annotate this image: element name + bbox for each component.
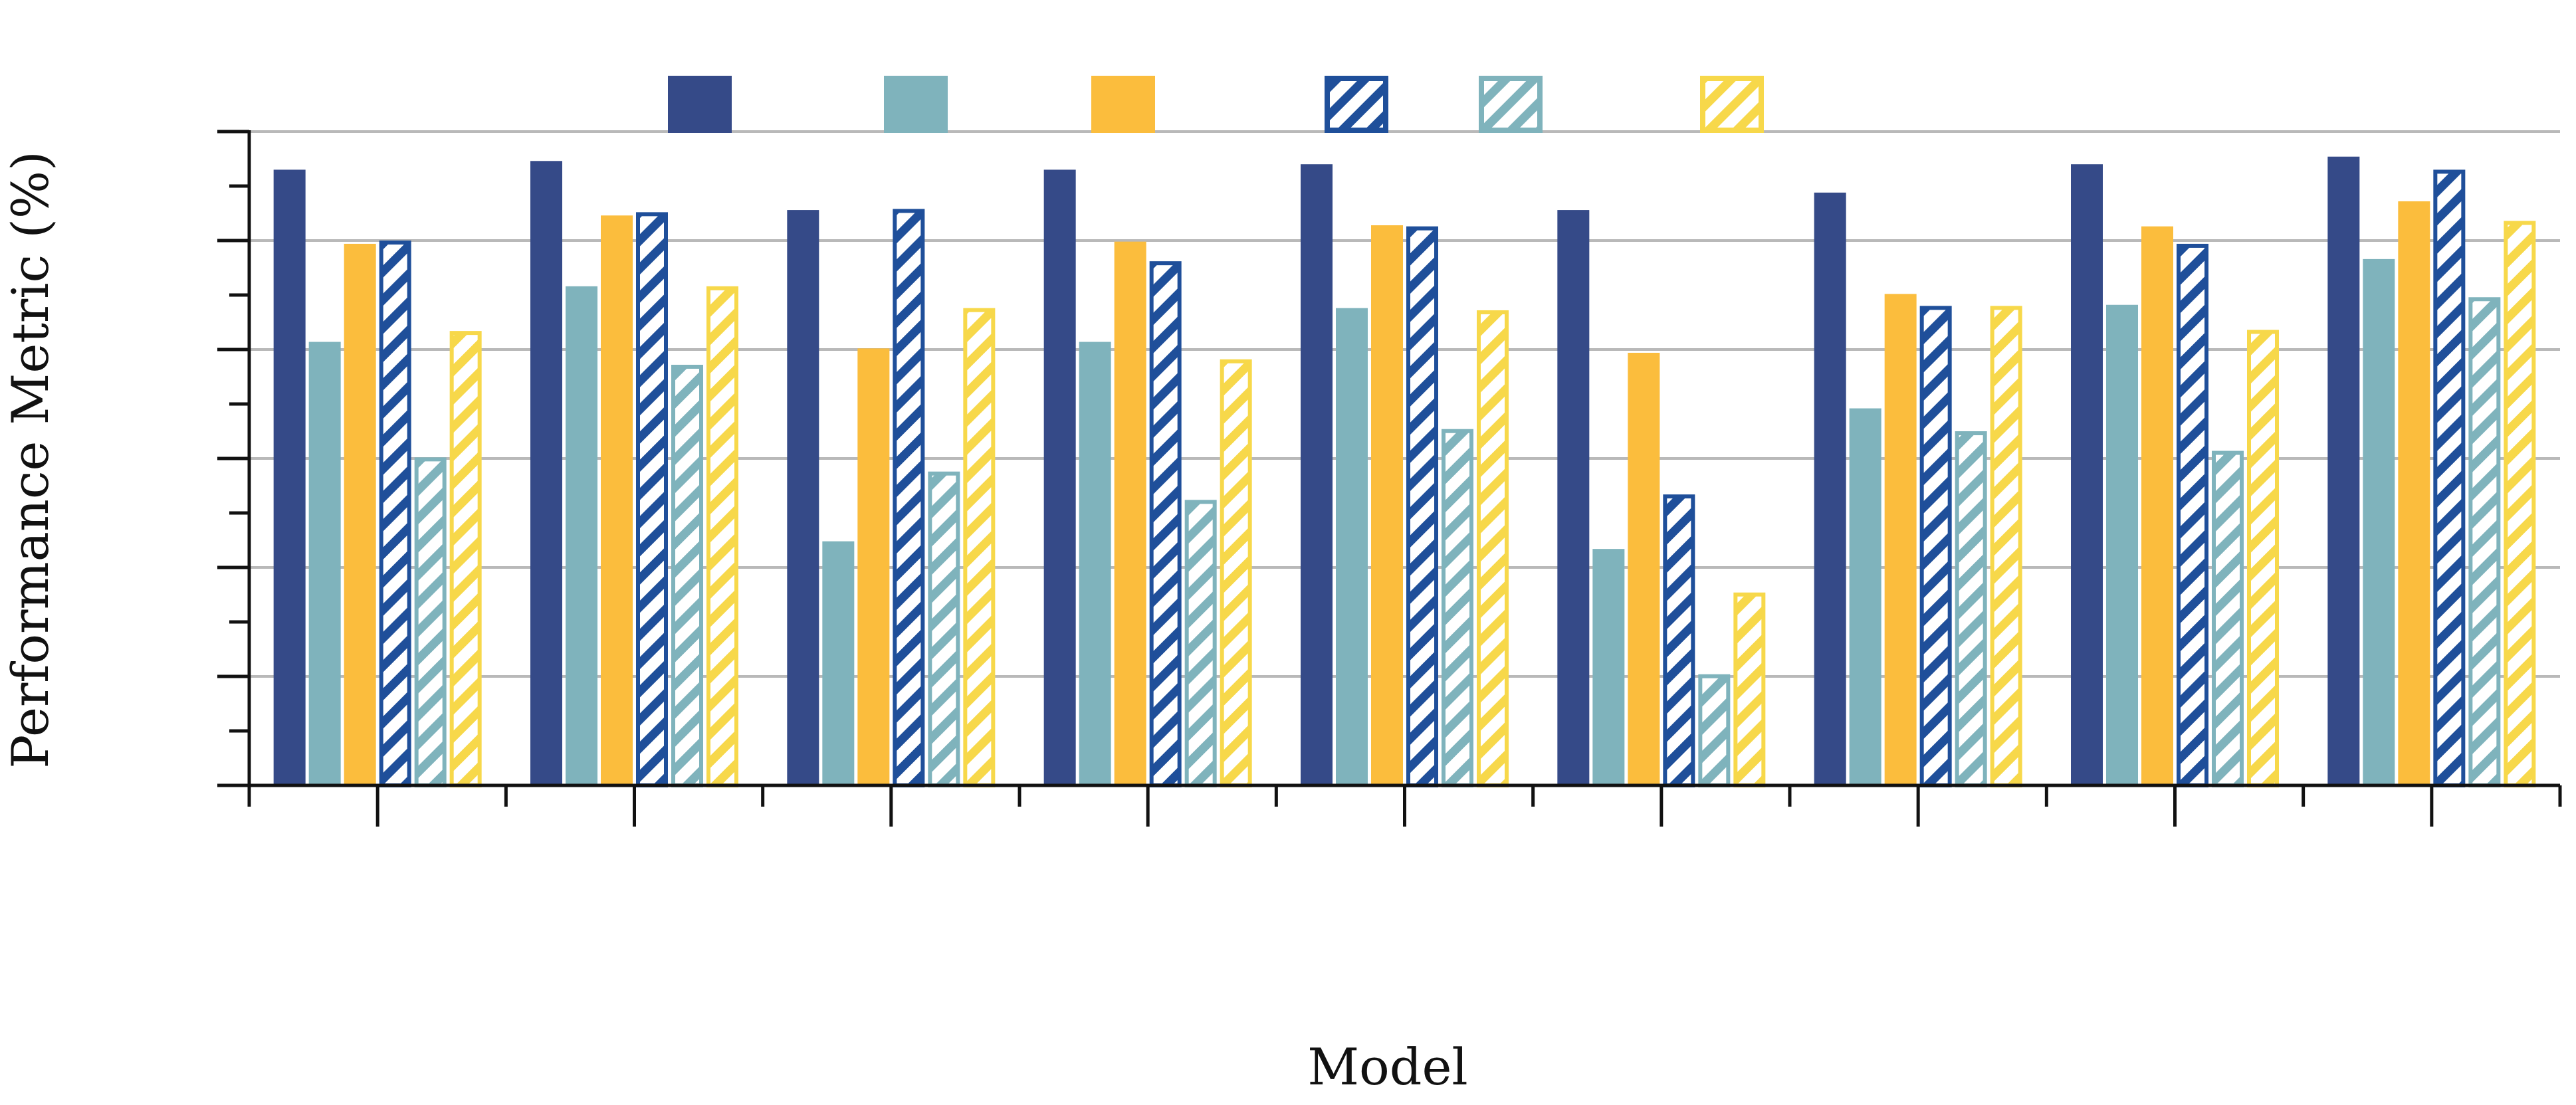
bar-gaofen-f1 xyxy=(530,161,562,785)
bar-gaofen-miou xyxy=(822,541,855,785)
legend-swatch xyxy=(668,76,732,133)
bar-lr-f1 xyxy=(893,209,925,787)
bar-gaofen-miou xyxy=(1336,308,1368,785)
bars xyxy=(273,156,2536,788)
y-axis-title: Performance Metric (%) xyxy=(1,151,60,768)
bar-gaofen-f1 xyxy=(2071,164,2103,785)
bar-lr-f1 xyxy=(1919,306,1952,787)
bar-lr-f1 xyxy=(2433,169,2466,787)
bar-gaofen-miou xyxy=(2106,304,2138,785)
bar-lr-fwiou xyxy=(2504,221,2536,788)
bar-gaofen-f1 xyxy=(1301,164,1333,785)
bar-lr-f1 xyxy=(636,212,668,787)
bar-gaofen-miou xyxy=(1079,342,1111,785)
legend-swatch xyxy=(1325,76,1388,133)
legend-swatch xyxy=(1091,76,1155,133)
bar-gaofen-miou xyxy=(1849,408,1881,785)
bar-lr-f1 xyxy=(379,241,411,787)
bar-gaofen-f1 xyxy=(1814,192,1846,786)
bar-gaofen-miou xyxy=(308,342,341,785)
bar-lr-fwiou xyxy=(1220,359,1252,787)
bar-gaofen-f1 xyxy=(273,169,306,785)
bar-gaofen-f1 xyxy=(1043,169,1076,785)
gridlines xyxy=(249,130,2560,678)
bar-gaofen-miou xyxy=(1592,549,1625,785)
bar-lr-fwiou xyxy=(1477,310,1509,787)
bar-lr-miou xyxy=(2212,451,2244,788)
bar-gaofen-f1 xyxy=(787,210,819,786)
axes xyxy=(217,130,2562,827)
bar-lr-fwiou xyxy=(963,308,996,787)
bar-lr-miou xyxy=(1698,674,1731,787)
bar-lr-fwiou xyxy=(1733,592,1766,787)
bar-gaofen-fwiou xyxy=(601,215,633,785)
bar-gaofen-miou xyxy=(566,286,597,785)
bar-gaofen-fwiou xyxy=(2398,201,2430,786)
bar-gaofen-f1 xyxy=(1557,210,1590,786)
legend-swatch xyxy=(1700,76,1764,133)
bar-lr-fwiou xyxy=(449,331,482,787)
legend-swatch xyxy=(884,76,948,133)
bar-gaofen-fwiou xyxy=(1884,294,1917,785)
bar-gaofen-f1 xyxy=(2327,156,2360,786)
legend xyxy=(668,76,1764,133)
bar-lr-fwiou xyxy=(1990,306,2022,787)
bar-lr-f1 xyxy=(1149,261,1182,788)
legend-swatch xyxy=(1479,76,1543,133)
bar-gaofen-fwiou xyxy=(1114,241,1146,785)
bar-lr-miou xyxy=(414,457,447,787)
bar-gaofen-miou xyxy=(2363,258,2395,785)
bar-lr-f1 xyxy=(1406,226,1438,787)
x-axis-title: Model xyxy=(1307,1037,1468,1096)
bar-lr-miou xyxy=(1184,500,1217,787)
bar-lr-f1 xyxy=(1663,494,1695,787)
bar-lr-miou xyxy=(671,364,703,787)
bar-lr-miou xyxy=(1442,429,1473,787)
bar-gaofen-fwiou xyxy=(344,243,376,785)
bar-gaofen-fwiou xyxy=(1628,352,1660,785)
bar-lr-fwiou xyxy=(706,286,738,787)
bar-gaofen-fwiou xyxy=(1371,225,1403,785)
bar-gaofen-fwiou xyxy=(2141,226,2173,785)
bar-lr-miou xyxy=(1955,431,1987,787)
bar-lr-miou xyxy=(928,471,960,787)
bar-lr-f1 xyxy=(2177,243,2208,788)
bar-gaofen-fwiou xyxy=(857,348,890,785)
bar-lr-fwiou xyxy=(2247,330,2279,788)
bar-lr-miou xyxy=(2468,297,2501,787)
